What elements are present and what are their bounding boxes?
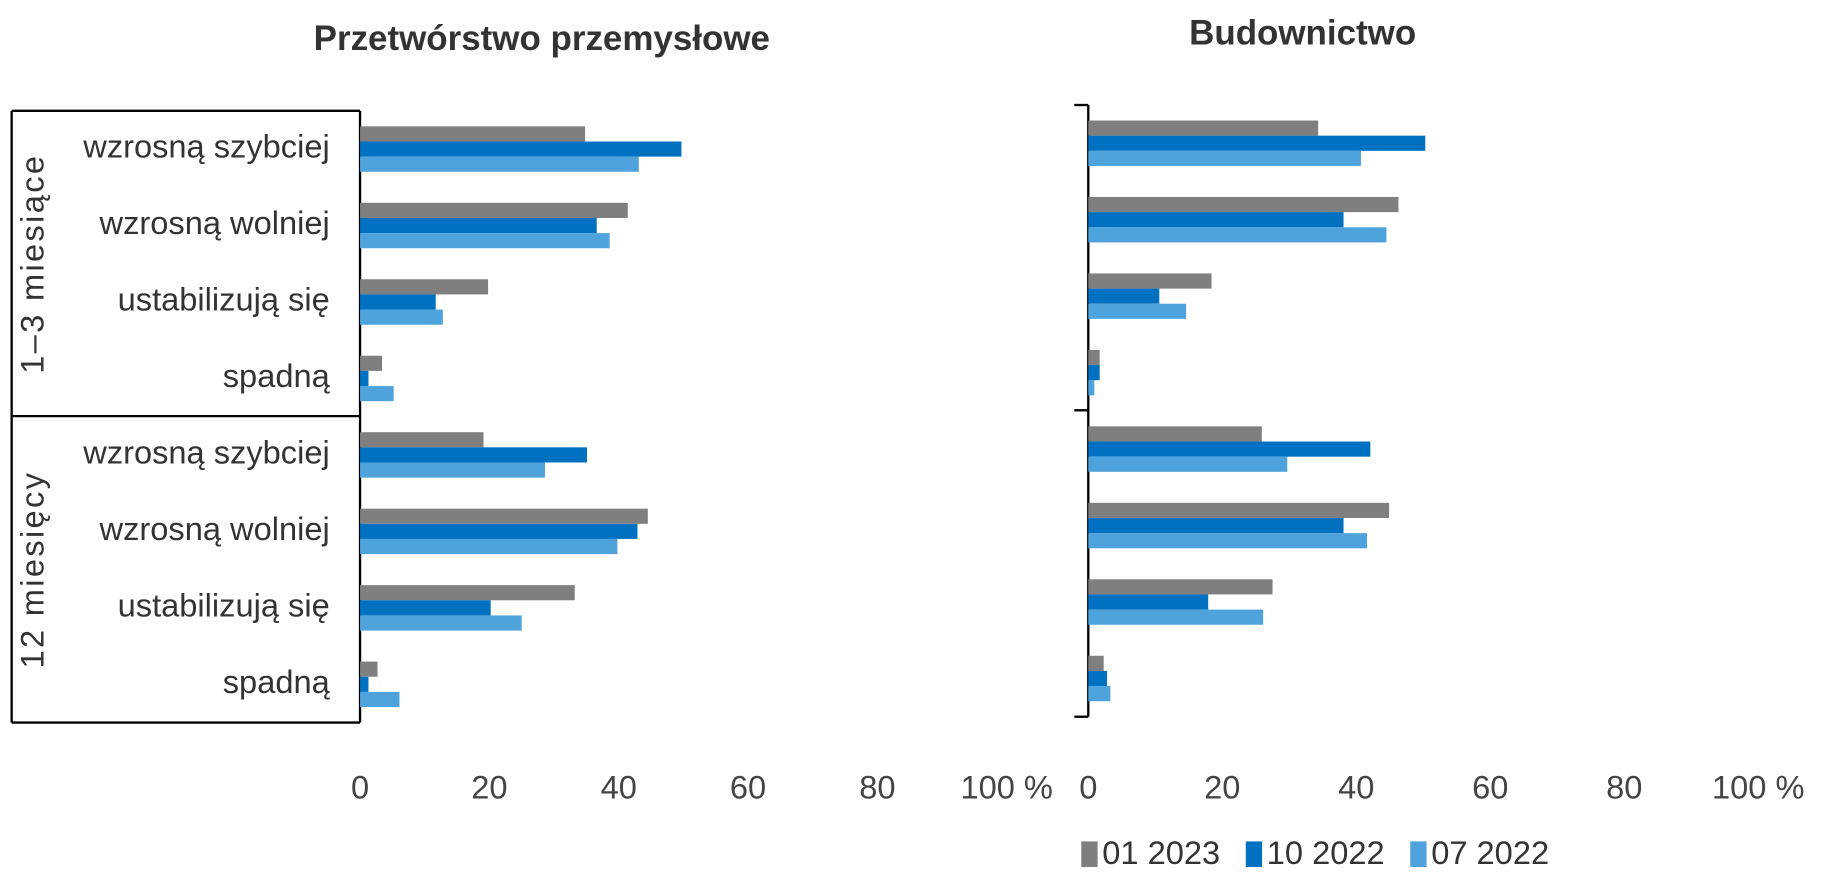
x-tick-label: 60 [1472, 769, 1508, 806]
bar [360, 691, 400, 708]
legend-swatch [1245, 841, 1263, 868]
category-label: wzrosną szybciej [82, 128, 329, 165]
legend-label: 10 2022 [1267, 834, 1385, 871]
bar [360, 156, 639, 172]
legend-swatch [1410, 841, 1427, 868]
bar [360, 462, 545, 478]
x-tick-label: 40 [601, 769, 637, 806]
bar [360, 386, 394, 402]
x-tick-label: 0 [351, 769, 369, 806]
bar [360, 508, 648, 524]
bar [1088, 594, 1209, 610]
category-label: spadną [223, 663, 331, 700]
bar [360, 370, 369, 387]
category-label: ustabilizują się [118, 586, 330, 623]
bar [1088, 196, 1399, 213]
bar [360, 676, 369, 692]
bar [1088, 456, 1288, 472]
bar [360, 294, 436, 310]
category-label: wzrosną wolniej [99, 510, 330, 547]
bar [360, 600, 491, 616]
x-tick-label: 80 [859, 769, 895, 806]
frame [10, 103, 1090, 724]
bar [360, 202, 628, 218]
legend-label: 07 2022 [1431, 834, 1549, 871]
bar [360, 233, 610, 249]
bar [1088, 517, 1344, 534]
bar [1088, 655, 1104, 671]
bar [360, 523, 638, 539]
bar [1088, 609, 1264, 625]
bar [1088, 426, 1262, 442]
bar [360, 432, 484, 448]
bar [1088, 380, 1095, 396]
bar [1088, 227, 1387, 243]
bar [1088, 441, 1371, 457]
bar [360, 217, 597, 234]
bar [1088, 120, 1319, 136]
category-label: spadną [223, 357, 331, 394]
bar [1088, 670, 1108, 687]
bar [1088, 273, 1212, 289]
x-tick-label: 80 [1606, 769, 1642, 806]
category-label: wzrosną wolniej [99, 204, 330, 241]
bar [360, 141, 682, 157]
bar [360, 126, 586, 142]
bar [1088, 365, 1100, 381]
x-tick-label: 60 [730, 769, 766, 806]
bar [1088, 349, 1100, 366]
bar [1088, 150, 1361, 166]
bar [1088, 288, 1160, 304]
bar [1088, 135, 1426, 151]
chart-title: Budownictwo [1189, 13, 1416, 52]
x-tick-label: 0 [1079, 769, 1097, 806]
bar [1088, 533, 1367, 549]
bar [360, 447, 588, 463]
bar [1088, 303, 1187, 319]
bar [1088, 579, 1273, 595]
x-tick-label: 100 % [960, 769, 1052, 806]
bar [360, 615, 522, 631]
bar [360, 309, 443, 325]
bar [360, 585, 575, 601]
x-tick-label: 20 [471, 769, 507, 806]
x-tick-label: 40 [1338, 769, 1374, 806]
chart-title: Przetwórstwo przemysłowe [314, 19, 770, 58]
bar [1088, 502, 1390, 518]
bar [1088, 212, 1344, 228]
category-label: ustabilizują się [118, 281, 330, 318]
category-label: wzrosną szybciej [82, 434, 329, 471]
bar [360, 538, 618, 555]
x-tick-label: 100 % [1712, 769, 1804, 806]
bar [360, 355, 383, 371]
bar [360, 279, 489, 295]
x-tick-label: 20 [1204, 769, 1240, 806]
bar [1088, 686, 1111, 702]
bar [360, 661, 378, 677]
group-label: 1–3 miesiące [14, 154, 51, 374]
legend-swatch [1081, 841, 1098, 868]
legend-label: 01 2023 [1102, 834, 1220, 871]
group-label: 12 miesięcy [14, 471, 51, 669]
